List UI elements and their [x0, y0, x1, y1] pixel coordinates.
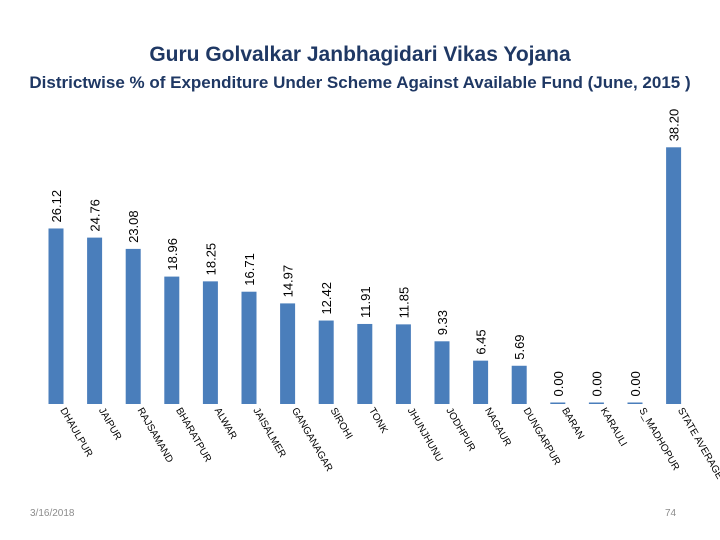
- bar-sirohi: [318, 320, 334, 404]
- category-label: NAGAUR: [482, 406, 513, 449]
- page-number: 74: [665, 508, 677, 519]
- data-label: 9.33: [435, 310, 450, 335]
- category-label: KARAULI: [598, 406, 629, 449]
- category-label: BHARATPUR: [173, 406, 213, 464]
- data-label: 18.96: [165, 238, 180, 271]
- category-label: DHAULPUR: [57, 406, 94, 459]
- category-label: S_MADHOPUR: [636, 406, 681, 473]
- category-label: SIROHI: [328, 406, 355, 441]
- bar-alwar: [202, 281, 218, 404]
- category-label: BARAN: [559, 406, 586, 441]
- data-label: 11.91: [358, 286, 373, 318]
- bar-baran: [550, 402, 566, 404]
- data-label: 23.08: [126, 210, 141, 243]
- data-label: 38.20: [667, 109, 682, 142]
- footer-date: 3/16/2018: [30, 508, 75, 519]
- data-label: 0.00: [628, 371, 643, 396]
- chart-subtitle: Districtwise % of Expenditure Under Sche…: [29, 73, 691, 92]
- bar-karauli: [588, 402, 604, 404]
- bar-dhaulpur: [48, 228, 64, 404]
- bar-jhunjhunu: [395, 324, 411, 404]
- chart-title: Guru Golvalkar Janbhagidari Vikas Yojana: [149, 43, 571, 66]
- data-label: 6.45: [474, 329, 489, 354]
- bar-nagaur: [473, 360, 489, 404]
- bar-bharatpur: [164, 276, 180, 404]
- data-label: 12.42: [319, 282, 334, 315]
- bar-rajsamand: [125, 248, 141, 404]
- category-label: DUNGARPUR: [521, 406, 563, 467]
- bar-state-average: [666, 147, 682, 404]
- data-label: 16.71: [242, 253, 257, 286]
- data-label: 18.25: [203, 243, 218, 276]
- category-label: JHUNJHUNU: [405, 406, 445, 464]
- category-label: JAIPUR: [96, 406, 123, 442]
- category-label: RAJSAMAND: [135, 406, 175, 465]
- category-label: JODHPUR: [443, 406, 477, 453]
- bar-jaisalmer: [241, 291, 257, 404]
- data-label: 26.12: [49, 190, 64, 223]
- data-label: 11.85: [396, 287, 411, 319]
- category-label: GANGANAGAR: [289, 406, 334, 474]
- data-label: 24.76: [88, 199, 103, 232]
- data-label: 14.97: [281, 265, 296, 298]
- data-label: 5.69: [512, 334, 527, 359]
- category-label: STATE AVERAGE: [675, 406, 720, 482]
- data-label: 0.00: [551, 371, 566, 396]
- bar-jodhpur: [434, 341, 450, 404]
- category-label: JAISALMER: [250, 406, 287, 460]
- bar-ganganagar: [280, 303, 296, 404]
- category-label: ALWAR: [212, 406, 239, 441]
- category-label: TONK: [366, 406, 389, 436]
- bar-jaipur: [87, 237, 103, 404]
- bar-s-madhopur: [627, 402, 643, 404]
- bar-dungarpur: [511, 365, 527, 404]
- data-label: 0.00: [589, 371, 604, 396]
- bar-tonk: [357, 323, 373, 404]
